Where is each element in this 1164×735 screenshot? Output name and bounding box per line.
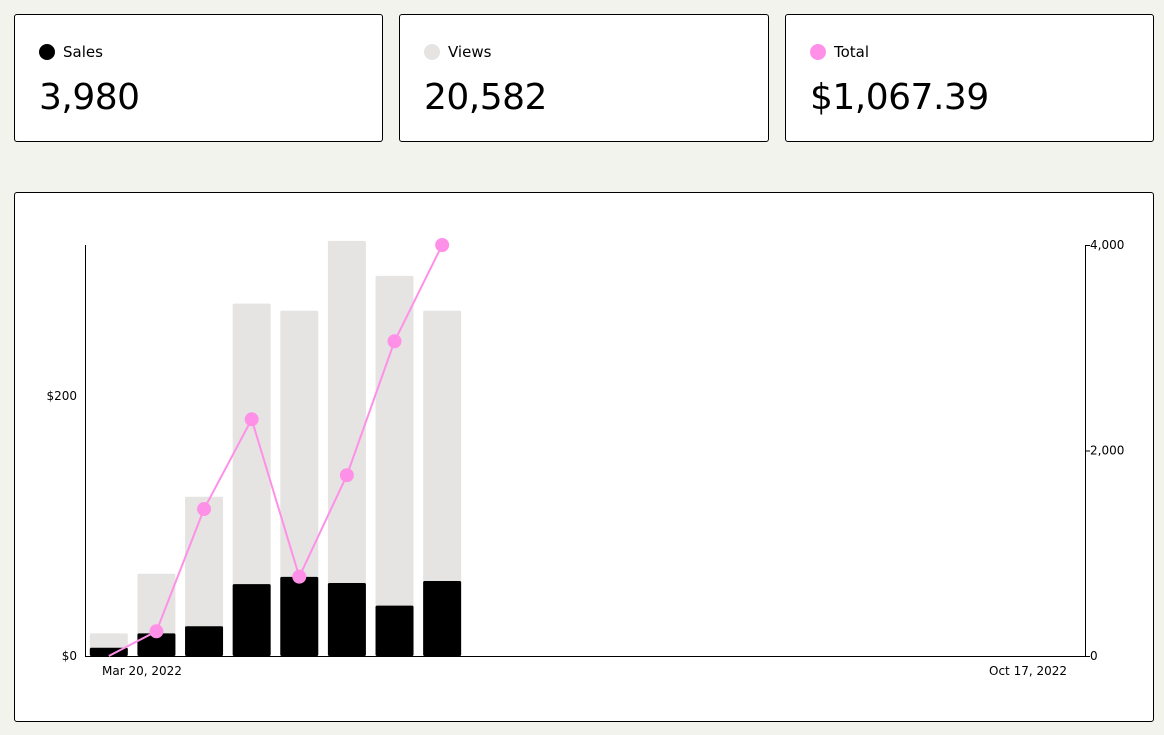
total-dot-icon	[810, 44, 826, 60]
left-axis-tick-label: $0	[62, 649, 77, 663]
sales-label: Sales	[63, 43, 103, 61]
stat-card-total: Total $1,067.39	[785, 14, 1154, 142]
sales-bar	[137, 633, 176, 656]
chart-card: $0 $200 0 2,000 4,000 Mar 20, 2022 Oct 17, 2…	[14, 192, 1154, 722]
views-legend: Views	[424, 43, 491, 61]
stat-card-views: Views 20,582	[399, 14, 769, 142]
total-value: $1,067.39	[810, 77, 989, 118]
sales-bar	[423, 580, 462, 656]
views-bar	[375, 275, 414, 656]
sales-dot-icon	[39, 44, 55, 60]
views-label: Views	[448, 43, 492, 61]
total-point[interactable]	[149, 624, 164, 639]
sales-bar	[375, 605, 414, 656]
views-bar	[232, 303, 271, 656]
total-point[interactable]	[197, 502, 212, 517]
views-dot-icon	[424, 44, 440, 60]
total-point[interactable]	[244, 412, 259, 427]
total-legend: Total	[810, 43, 869, 61]
x-end-label: Oct 17, 2022	[989, 664, 1067, 678]
right-axis-tick-label: 4,000	[1090, 238, 1124, 252]
stat-card-sales: Sales 3,980	[14, 14, 383, 142]
sales-bar	[327, 583, 366, 656]
views-bar	[280, 310, 319, 656]
total-label: Total	[834, 43, 870, 61]
left-axis-tick-label: $200	[46, 389, 77, 403]
total-point[interactable]	[339, 468, 354, 483]
total-point[interactable]	[435, 238, 450, 252]
ticks-group: $0 $200 0 2,000 4,000	[46, 238, 1124, 663]
line-group	[108, 238, 450, 657]
total-line	[108, 244, 444, 657]
views-bar	[185, 496, 224, 656]
views-value: 20,582	[424, 77, 547, 118]
views-bar	[327, 240, 366, 656]
sales-bar	[232, 584, 271, 656]
total-point[interactable]	[387, 334, 402, 349]
right-axis-tick-label: 2,000	[1090, 444, 1124, 458]
sales-bar	[89, 647, 128, 656]
sales-legend: Sales	[39, 43, 103, 61]
total-point[interactable]	[292, 569, 307, 584]
sales-chart: $0 $200 0 2,000 4,000 Mar 20, 2022 Oct 17, 2…	[46, 238, 1124, 678]
right-axis-tick-label: 0	[1090, 649, 1098, 663]
bars-group	[89, 240, 462, 656]
x-start-label: Mar 20, 2022	[102, 664, 182, 678]
views-bar	[423, 310, 462, 656]
sales-bar	[280, 576, 319, 656]
sales-bar	[185, 626, 224, 656]
sales-value: 3,980	[39, 77, 140, 118]
